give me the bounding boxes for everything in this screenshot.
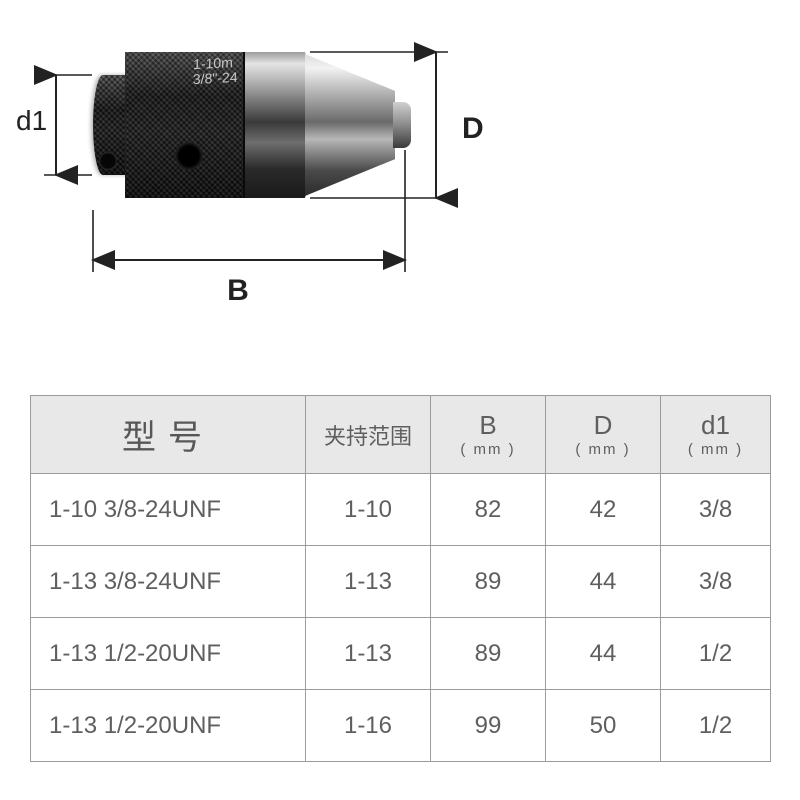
cell-range: 1-13 — [306, 618, 431, 690]
cell-d1: 3/8 — [661, 546, 771, 618]
cell-d1: 1/2 — [661, 618, 771, 690]
col-header-d1-unit: ( mm ) — [662, 442, 769, 457]
table-row: 1-13 3/8-24UNF 1-13 89 44 3/8 — [31, 546, 771, 618]
cell-D: 44 — [546, 546, 661, 618]
col-header-D-unit: ( mm ) — [547, 442, 659, 457]
dimension-overlay: B D d1 — [0, 0, 500, 370]
col-header-D: D ( mm ) — [546, 396, 661, 474]
cell-B: 89 — [431, 546, 546, 618]
dimension-B-label: B — [227, 274, 249, 307]
cell-range: 1-13 — [306, 546, 431, 618]
cell-D: 50 — [546, 690, 661, 762]
cell-model: 1-10 3/8-24UNF — [31, 474, 306, 546]
col-header-B-unit: ( mm ) — [432, 442, 544, 457]
cell-range: 1-10 — [306, 474, 431, 546]
col-header-range: 夹持范围 — [306, 396, 431, 474]
cell-B: 89 — [431, 618, 546, 690]
col-header-d1: d1 ( mm ) — [661, 396, 771, 474]
table-header-row: 型号 夹持范围 B ( mm ) D ( mm ) d1 — [31, 396, 771, 474]
spec-table: 型号 夹持范围 B ( mm ) D ( mm ) d1 — [30, 395, 771, 762]
table-row: 1-10 3/8-24UNF 1-10 82 42 3/8 — [31, 474, 771, 546]
cell-D: 44 — [546, 618, 661, 690]
cell-d1: 3/8 — [661, 474, 771, 546]
col-header-D-label: D — [547, 412, 659, 438]
cell-B: 99 — [431, 690, 546, 762]
col-header-B-label: B — [432, 412, 544, 438]
col-header-B: B ( mm ) — [431, 396, 546, 474]
table-row: 1-13 1/2-20UNF 1-16 99 50 1/2 — [31, 690, 771, 762]
col-header-model-label: 型号 — [122, 419, 214, 457]
col-header-range-label: 夹持范围 — [324, 424, 412, 449]
dimension-D-label: D — [462, 112, 484, 145]
spec-table-container: 型号 夹持范围 B ( mm ) D ( mm ) d1 — [30, 395, 770, 762]
product-diagram: 1-10m 3/8"-24 — [0, 0, 800, 370]
cell-model: 1-13 3/8-24UNF — [31, 546, 306, 618]
table-row: 1-13 1/2-20UNF 1-13 89 44 1/2 — [31, 618, 771, 690]
col-header-d1-label: d1 — [662, 412, 769, 438]
cell-B: 82 — [431, 474, 546, 546]
cell-d1: 1/2 — [661, 690, 771, 762]
cell-range: 1-16 — [306, 690, 431, 762]
cell-D: 42 — [546, 474, 661, 546]
dimension-d1-label: d1 — [16, 105, 47, 136]
cell-model: 1-13 1/2-20UNF — [31, 690, 306, 762]
cell-model: 1-13 1/2-20UNF — [31, 618, 306, 690]
col-header-model: 型号 — [31, 396, 306, 474]
